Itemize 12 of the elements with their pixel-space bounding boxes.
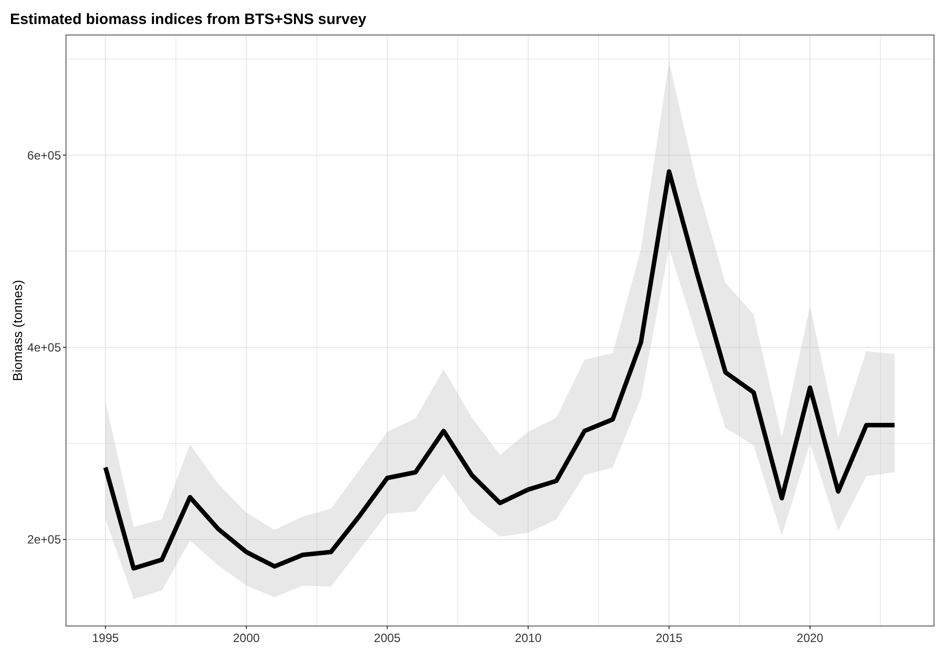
- x-tick-label: 2010: [514, 631, 542, 645]
- x-tick-label: 1995: [92, 631, 120, 645]
- x-tick-label: 2000: [233, 631, 260, 645]
- line-series: [103, 169, 897, 571]
- y-axis-title: Biomass (tonnes): [10, 280, 25, 382]
- chart-title: Estimated biomass indices from BTS+SNS survey: [10, 11, 368, 28]
- y-tick-label: 6e+05: [27, 148, 62, 162]
- x-tick-label: 2015: [656, 631, 683, 645]
- y-tick-label: 2e+05: [27, 532, 62, 547]
- x-tick-label: 2005: [374, 631, 401, 645]
- y-tick-label: 4e+05: [27, 340, 62, 355]
- x-tick-label: 2020: [796, 631, 824, 645]
